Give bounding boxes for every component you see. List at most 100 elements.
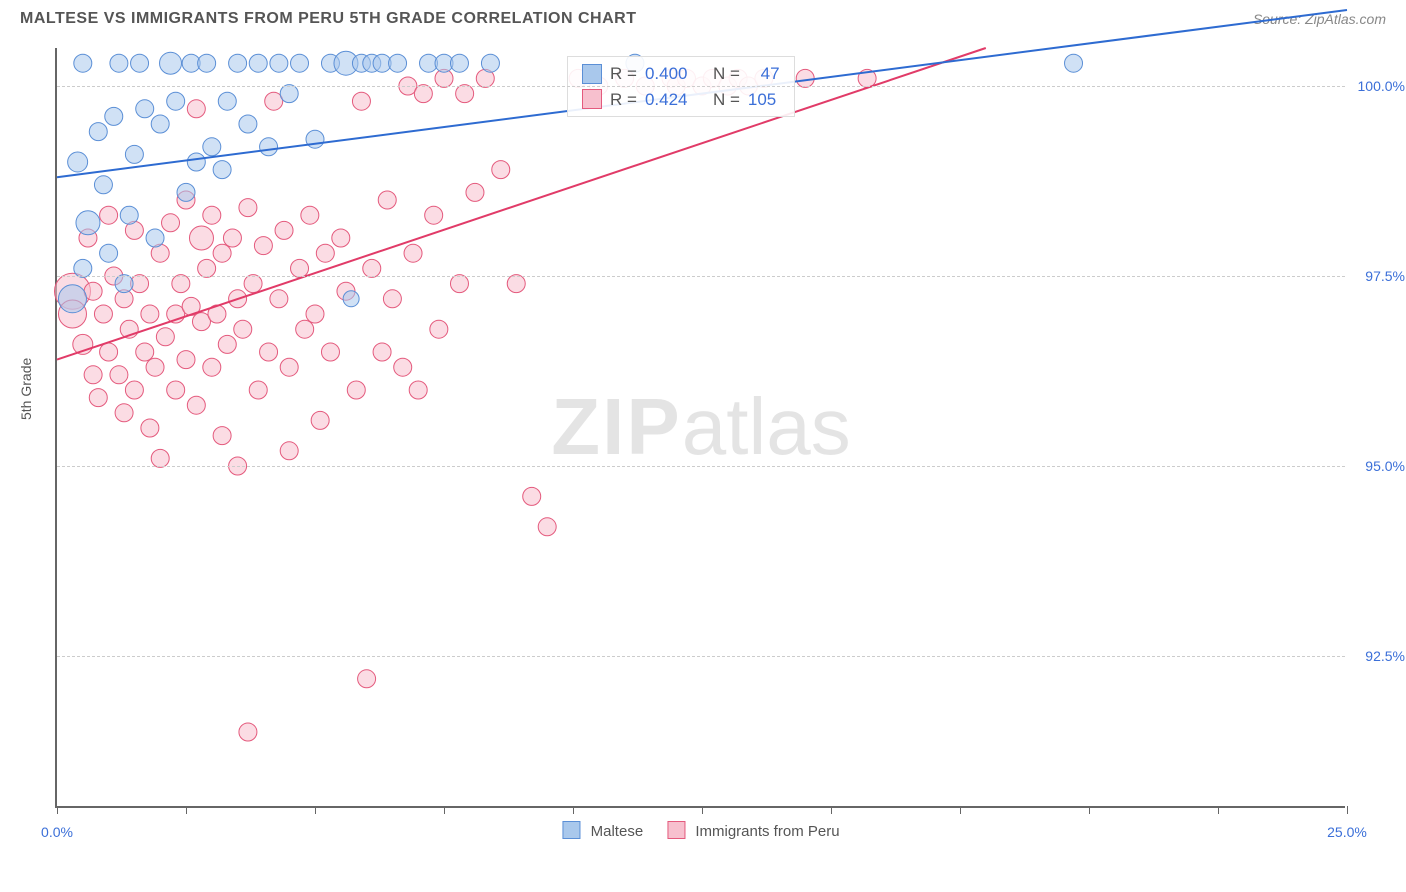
- x-tick: [186, 806, 187, 814]
- scatter-point-maltese: [115, 275, 133, 293]
- stats-swatch-maltese: [582, 64, 602, 84]
- legend: Maltese Immigrants from Peru: [562, 821, 839, 840]
- scatter-point-peru: [430, 320, 448, 338]
- scatter-point-peru: [94, 305, 112, 323]
- scatter-point-peru: [239, 199, 257, 217]
- x-tick: [1089, 806, 1090, 814]
- scatter-point-maltese: [167, 92, 185, 110]
- scatter-point-peru: [177, 351, 195, 369]
- x-tick-label: 25.0%: [1327, 824, 1367, 840]
- legend-item-peru: Immigrants from Peru: [667, 821, 839, 840]
- stats-row-maltese: R = 0.400 N = 47: [582, 61, 780, 87]
- scatter-point-maltese: [58, 285, 86, 313]
- scatter-point-peru: [352, 92, 370, 110]
- scatter-point-peru: [84, 366, 102, 384]
- x-tick: [315, 806, 316, 814]
- scatter-point-maltese: [100, 244, 118, 262]
- scatter-point-peru: [100, 343, 118, 361]
- stats-swatch-peru: [582, 89, 602, 109]
- x-tick: [57, 806, 58, 814]
- scatter-point-maltese: [187, 153, 205, 171]
- scatter-point-peru: [115, 404, 133, 422]
- scatter-point-peru: [141, 305, 159, 323]
- scatter-point-peru: [213, 244, 231, 262]
- scatter-point-peru: [172, 275, 190, 293]
- scatter-point-peru: [538, 518, 556, 536]
- scatter-point-maltese: [105, 107, 123, 125]
- scatter-point-maltese: [160, 52, 182, 74]
- scatter-point-peru: [110, 366, 128, 384]
- scatter-point-maltese: [481, 54, 499, 72]
- scatter-point-maltese: [389, 54, 407, 72]
- scatter-point-peru: [332, 229, 350, 247]
- scatter-point-peru: [136, 343, 154, 361]
- scatter-point-peru: [301, 206, 319, 224]
- y-tick-label: 92.5%: [1365, 648, 1405, 664]
- scatter-point-peru: [409, 381, 427, 399]
- x-tick: [960, 806, 961, 814]
- scatter-point-peru: [296, 320, 314, 338]
- scatter-point-peru: [280, 358, 298, 376]
- x-tick: [702, 806, 703, 814]
- gridline: [57, 656, 1345, 657]
- stats-row-peru: R = 0.424 N = 105: [582, 87, 780, 113]
- scatter-point-maltese: [229, 54, 247, 72]
- x-tick: [831, 806, 832, 814]
- scatter-point-maltese: [213, 161, 231, 179]
- scatter-point-peru: [156, 328, 174, 346]
- y-tick-label: 95.0%: [1365, 458, 1405, 474]
- legend-swatch-maltese: [562, 821, 580, 839]
- scatter-point-maltese: [218, 92, 236, 110]
- x-tick: [444, 806, 445, 814]
- scatter-point-maltese: [110, 54, 128, 72]
- scatter-point-maltese: [270, 54, 288, 72]
- scatter-point-peru: [260, 343, 278, 361]
- scatter-point-peru: [492, 161, 510, 179]
- x-tick: [1347, 806, 1348, 814]
- scatter-point-peru: [89, 389, 107, 407]
- gridline: [57, 276, 1345, 277]
- scatter-point-peru: [223, 229, 241, 247]
- scatter-point-peru: [275, 221, 293, 239]
- scatter-point-maltese: [249, 54, 267, 72]
- scatter-point-maltese: [450, 54, 468, 72]
- scatter-point-peru: [203, 358, 221, 376]
- scatter-point-peru: [450, 275, 468, 293]
- scatter-point-peru: [141, 419, 159, 437]
- scatter-point-peru: [213, 427, 231, 445]
- scatter-point-peru: [146, 358, 164, 376]
- scatter-point-maltese: [136, 100, 154, 118]
- scatter-point-maltese: [260, 138, 278, 156]
- scatter-point-peru: [239, 723, 257, 741]
- x-tick: [573, 806, 574, 814]
- gridline: [57, 86, 1345, 87]
- scatter-point-peru: [358, 670, 376, 688]
- x-tick-label: 0.0%: [41, 824, 73, 840]
- scatter-point-maltese: [239, 115, 257, 133]
- legend-swatch-peru: [667, 821, 685, 839]
- x-tick: [1218, 806, 1219, 814]
- scatter-point-maltese: [74, 259, 92, 277]
- scatter-point-peru: [311, 411, 329, 429]
- scatter-point-maltese: [89, 123, 107, 141]
- scatter-point-peru: [414, 85, 432, 103]
- scatter-point-maltese: [198, 54, 216, 72]
- scatter-point-peru: [198, 259, 216, 277]
- scatter-point-peru: [218, 335, 236, 353]
- y-tick-label: 100.0%: [1358, 78, 1405, 94]
- scatter-point-peru: [523, 487, 541, 505]
- scatter-point-peru: [404, 244, 422, 262]
- gridline: [57, 466, 1345, 467]
- scatter-point-maltese: [131, 54, 149, 72]
- scatter-point-peru: [280, 442, 298, 460]
- scatter-point-peru: [100, 206, 118, 224]
- scatter-point-peru: [187, 396, 205, 414]
- scatter-point-peru: [125, 381, 143, 399]
- scatter-point-peru: [249, 381, 267, 399]
- y-tick-label: 97.5%: [1365, 268, 1405, 284]
- scatter-point-maltese: [151, 115, 169, 133]
- scatter-point-maltese: [68, 152, 88, 172]
- scatter-point-peru: [203, 206, 221, 224]
- scatter-point-peru: [456, 85, 474, 103]
- scatter-point-peru: [378, 191, 396, 209]
